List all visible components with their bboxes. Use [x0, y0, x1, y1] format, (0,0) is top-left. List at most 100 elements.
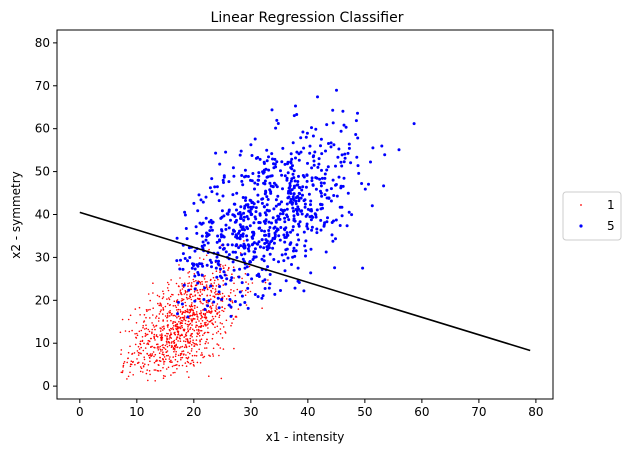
series-5-point — [271, 157, 274, 161]
series-1-point — [224, 307, 226, 310]
series-1-point — [152, 324, 155, 327]
series-5-point — [326, 165, 330, 169]
series-5-point — [314, 187, 318, 191]
series-5-point — [264, 238, 268, 242]
series-5-point — [338, 224, 342, 227]
series-1-point — [241, 290, 243, 292]
series-5-point — [246, 175, 250, 178]
series-5-point — [305, 222, 309, 226]
series-1-point — [201, 320, 204, 322]
series-1-point — [177, 333, 180, 336]
series-5-point — [314, 215, 318, 219]
series-1-point — [172, 372, 174, 374]
series-1-point — [131, 329, 133, 332]
series-1-point — [184, 333, 187, 336]
series-1-point — [197, 328, 200, 331]
series-1-point — [191, 305, 194, 308]
series-1-point — [247, 291, 249, 294]
series-5-point — [293, 179, 297, 183]
series-1-point — [181, 293, 183, 296]
series-5-point — [342, 160, 346, 164]
series-1-point — [166, 335, 168, 338]
series-1-point — [138, 348, 141, 350]
series-5-point — [289, 179, 293, 183]
series-5-point — [320, 168, 323, 172]
series-1-point — [180, 353, 183, 355]
series-1-point — [151, 345, 153, 348]
series-5-point — [277, 260, 280, 264]
series-5-point — [272, 241, 276, 245]
series-5-point — [209, 284, 213, 288]
series-5-point — [258, 245, 262, 249]
series-5-point — [278, 212, 282, 216]
series-5-point — [280, 253, 284, 257]
series-5-point — [221, 234, 225, 238]
series-1-point — [181, 285, 184, 287]
series-5-point — [244, 196, 248, 200]
series-1-point — [158, 360, 161, 362]
series-5-point — [309, 218, 313, 222]
series-1-point — [213, 282, 216, 284]
series-1-point — [267, 279, 269, 281]
series-1-point — [148, 340, 151, 342]
series-5-point — [371, 146, 375, 150]
series-1-point — [186, 323, 189, 326]
series-1-point — [213, 296, 216, 299]
series-5-point — [237, 246, 241, 250]
series-5-point — [260, 229, 264, 233]
series-1-point — [190, 344, 193, 346]
series-5-point — [238, 229, 241, 233]
series-1-point — [166, 338, 169, 340]
series-5-point — [220, 297, 224, 301]
series-1-point — [154, 353, 157, 356]
series-1-point — [251, 282, 254, 284]
series-1-point — [144, 328, 146, 330]
series-1-point — [147, 354, 150, 357]
series-5-point — [204, 238, 208, 242]
series-5-point — [253, 293, 257, 296]
series-1-point — [171, 293, 173, 296]
series-1-point — [183, 329, 186, 332]
series-1-point — [192, 278, 195, 281]
legend-label-5: 5 — [607, 219, 615, 233]
series-1-point — [216, 325, 219, 328]
series-5-point — [243, 246, 247, 250]
series-5-point — [314, 127, 318, 131]
series-1-point — [219, 322, 222, 324]
series-1-point — [175, 300, 178, 302]
series-1-point — [233, 282, 235, 285]
series-1-point — [172, 328, 175, 331]
series-1-point — [186, 360, 189, 363]
series-1-point — [175, 350, 177, 353]
series-1-point — [136, 358, 138, 360]
series-1-point — [203, 278, 206, 280]
series-1-point — [135, 336, 137, 339]
series-1-point — [137, 351, 140, 354]
series-1-point — [173, 332, 175, 334]
series-1-point — [166, 332, 168, 335]
series-1-point — [160, 350, 162, 352]
series-1-point — [170, 332, 172, 334]
series-1-point — [155, 315, 158, 318]
series-5-point — [254, 206, 258, 210]
series-1-point — [199, 283, 202, 285]
series-1-point — [168, 283, 170, 286]
series-5-point — [218, 285, 222, 288]
series-1-point — [197, 298, 200, 300]
series-1-point — [141, 340, 144, 343]
series-5-point — [253, 137, 257, 141]
y-tick-label: 10 — [35, 336, 50, 350]
series-5-point — [224, 282, 228, 286]
series-1-point — [150, 346, 152, 349]
series-1-point — [184, 301, 186, 304]
series-1-point — [179, 340, 182, 343]
series-5-point — [286, 171, 290, 175]
series-1-point — [183, 353, 185, 355]
series-5-point — [305, 179, 309, 183]
series-1-point — [196, 329, 198, 331]
series-5-point — [234, 233, 238, 237]
series-1-point — [179, 291, 181, 293]
series-1-point — [200, 338, 203, 341]
plot-frame — [56, 29, 554, 400]
series-1-point — [215, 293, 217, 296]
